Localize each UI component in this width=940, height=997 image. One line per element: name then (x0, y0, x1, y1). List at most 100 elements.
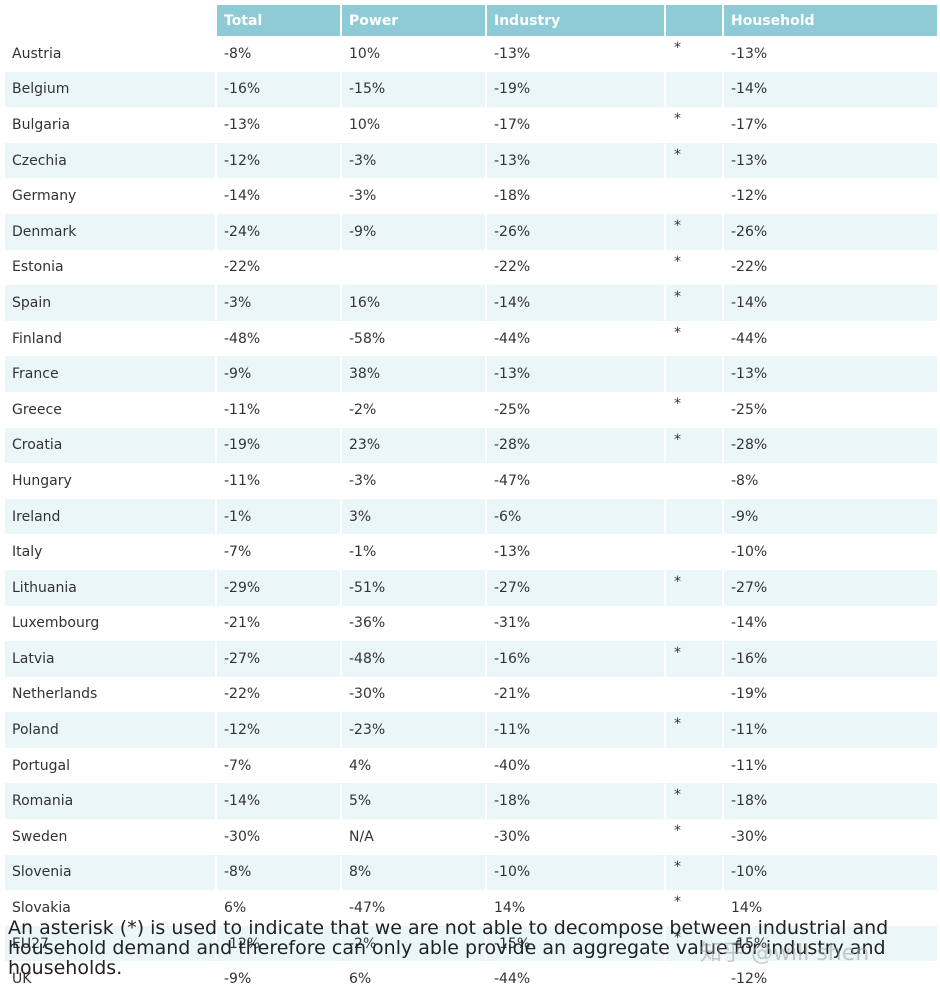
cell-industry: -13% (485, 534, 664, 570)
table-row: Greece -11% -2% -25% * -25% (5, 391, 937, 428)
table-row: Spain -3% 16% -14% * -14% (5, 285, 937, 321)
cell-country: Czechia (5, 142, 215, 179)
cell-industry: -10% (485, 854, 664, 891)
cell-country: France (5, 356, 215, 392)
cell-industry: -13% (485, 142, 664, 179)
table-row: Ireland -1% 3% -6% -9% (5, 498, 937, 535)
cell-country: Slovenia (5, 854, 215, 891)
table-row: Estonia -22% -22% * -22% (5, 249, 937, 286)
cell-star (664, 534, 722, 570)
cell-star (664, 747, 722, 784)
cell-household: -10% (722, 854, 937, 891)
cell-star: * (664, 712, 722, 748)
cell-power: 10% (340, 36, 485, 72)
cell-industry: -27% (485, 569, 664, 606)
demand-change-table: Total Power Industry Household Austria -8… (5, 5, 937, 997)
cell-country: Croatia (5, 427, 215, 464)
table-row: Latvia -27% -48% -16% * -16% (5, 641, 937, 677)
table-row: Slovenia -8% 8% -10% * -10% (5, 854, 937, 891)
cell-power: -3% (340, 142, 485, 179)
cell-household: -25% (722, 391, 937, 428)
cell-power: -47% (340, 890, 485, 926)
cell-industry: -25% (485, 391, 664, 428)
cell-household: -14% (722, 605, 937, 642)
cell-industry: -47% (485, 463, 664, 499)
cell-household: -18% (722, 783, 937, 820)
cell-star (664, 178, 722, 214)
cell-country: Latvia (5, 641, 215, 677)
cell-star (664, 605, 722, 642)
cell-total: -3% (215, 285, 340, 321)
cell-power: -3% (340, 463, 485, 499)
cell-industry: -30% (485, 819, 664, 855)
cell-power: 5% (340, 783, 485, 820)
cell-star (664, 676, 722, 713)
cell-household: -11% (722, 712, 937, 748)
table-row: UK -9% 6% -44% -12% (5, 961, 937, 997)
cell-total: -14% (215, 178, 340, 214)
cell-household: -30% (722, 819, 937, 855)
cell-household: -11% (722, 747, 937, 784)
cell-country: Bulgaria (12, 116, 71, 133)
cell-total: -9% (215, 356, 340, 392)
cell-household: -14% (722, 71, 937, 108)
table-row: Portugal -7% 4% -40% -11% (5, 747, 937, 784)
cell-star: * (664, 641, 722, 677)
cell-household: 14% (722, 890, 937, 926)
cell-power: -36% (340, 605, 485, 642)
cell-industry: -15% (485, 925, 664, 962)
cell-total: -21% (215, 605, 340, 642)
cell-industry: -16% (485, 641, 664, 677)
cell-country: UK (12, 971, 32, 988)
table-row: EU27 -12% -2% -15% * -15% (5, 925, 937, 962)
cell-industry: -18% (485, 783, 664, 820)
cell-industry: -14% (485, 285, 664, 321)
cell-household: -14% (722, 285, 937, 321)
cell-star: * (664, 854, 722, 891)
cell-total: -16% (215, 71, 340, 108)
cell-power: N/A (340, 819, 485, 855)
cell-total: -22% (215, 676, 340, 713)
header-household: Household (722, 5, 937, 36)
header-total: Total (215, 5, 340, 36)
cell-total: -1% (215, 498, 340, 535)
cell-star: * (664, 391, 722, 428)
table-row: France -9% 38% -13% -13% (5, 356, 937, 392)
cell-industry: 14% (485, 890, 664, 926)
cell-industry: -13% (485, 36, 664, 72)
table-row: Croatia -19% 23% -28% * -28% (5, 427, 937, 464)
cell-star: * (664, 142, 722, 179)
cell-total: -7% (215, 747, 340, 784)
cell-star: * (664, 320, 722, 357)
cell-total: -12% (215, 142, 340, 179)
cell-country: Estonia (12, 259, 64, 276)
cell-star: * (664, 249, 722, 286)
table-row: Slovakia 6% -47% 14% * 14% (5, 890, 937, 926)
cell-star: * (664, 925, 722, 962)
header-country (5, 5, 215, 36)
cell-power: -30% (340, 676, 485, 713)
cell-star: * (664, 819, 722, 855)
cell-star (664, 498, 722, 535)
table-row: Sweden -30% N/A -30% * -30% (5, 819, 937, 855)
cell-country: Italy (12, 544, 43, 561)
table-row: Poland -12% -23% -11% * -11% (5, 712, 937, 748)
cell-household: -10% (722, 534, 937, 570)
table-row: Belgium -16% -15% -19% -14% (5, 71, 937, 108)
cell-household: -9% (722, 498, 937, 535)
cell-country: Belgium (5, 71, 215, 108)
cell-star: * (664, 427, 722, 464)
cell-power: 3% (340, 498, 485, 535)
cell-industry: -44% (485, 961, 664, 997)
cell-household: -22% (722, 249, 937, 286)
cell-star (664, 356, 722, 392)
table-row: Lithuania -29% -51% -27% * -27% (5, 569, 937, 606)
cell-industry: -40% (485, 747, 664, 784)
cell-total: -9% (215, 961, 340, 997)
cell-star: * (664, 36, 722, 72)
cell-industry: -31% (485, 605, 664, 642)
table-row: Finland -48% -58% -44% * -44% (5, 320, 937, 357)
cell-total: -19% (215, 427, 340, 464)
cell-industry: -18% (485, 178, 664, 214)
cell-country: Ireland (5, 498, 215, 535)
